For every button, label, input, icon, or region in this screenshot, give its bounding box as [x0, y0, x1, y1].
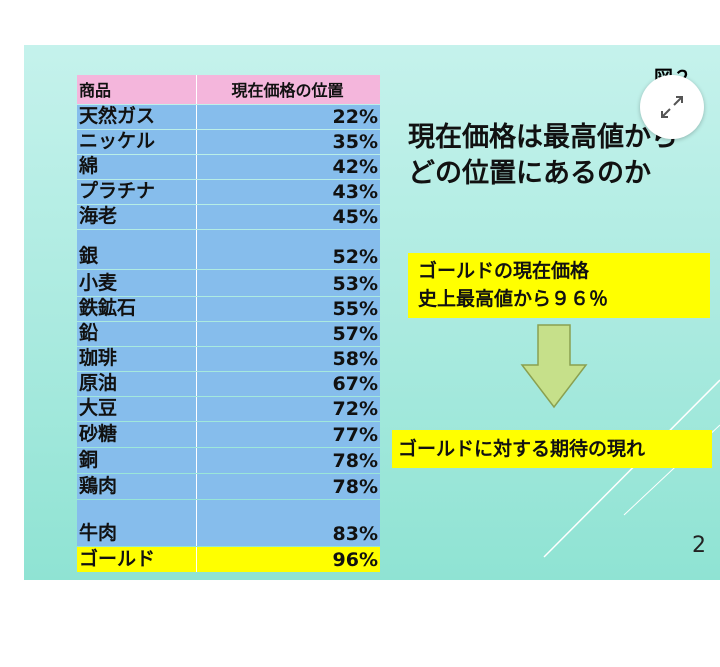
name-cell: 鉄鉱石 — [77, 297, 197, 321]
slide: 商品 現在価格の位置 天然ガス 22% ニッケル 35% 綿 42% プラチナ 43% 海老 45% 銀… — [24, 45, 720, 580]
value-cell: 42% — [197, 155, 380, 179]
value-cell: 35% — [197, 130, 380, 154]
table-row: プラチナ 43% — [77, 180, 380, 204]
table-row: 銅 78% — [77, 448, 380, 473]
callout: ゴールドの現在価格 史上最高値から９６％ — [408, 253, 710, 318]
name-cell: 砂糖 — [77, 422, 197, 447]
table-row: 砂糖 77% — [77, 422, 380, 447]
name-cell: プラチナ — [77, 180, 197, 204]
name-cell: 牛肉 — [77, 500, 197, 546]
name-cell: ニッケル — [77, 130, 197, 154]
name-cell: 商品 — [77, 75, 197, 104]
name-cell: 綿 — [77, 155, 197, 179]
value-cell: 22% — [197, 105, 380, 129]
value-cell: 45% — [197, 205, 380, 229]
value-cell: 55% — [197, 297, 380, 321]
value-cell: 53% — [197, 270, 380, 296]
table-row: 大豆 72% — [77, 397, 380, 421]
name-cell: ゴールド — [77, 547, 197, 572]
slide-title: どの位置にあるのか — [408, 158, 651, 189]
expand-icon — [661, 96, 683, 118]
name-cell: 銅 — [77, 448, 197, 473]
value-cell: 67% — [197, 372, 380, 396]
name-cell: 海老 — [77, 205, 197, 229]
table-row: 海老 45% — [77, 205, 380, 229]
value-cell: 96% — [197, 547, 380, 572]
name-cell: 天然ガス — [77, 105, 197, 129]
value-cell: 52% — [197, 230, 380, 269]
down-arrow — [520, 324, 588, 409]
value-cell: 77% — [197, 422, 380, 447]
name-cell: 鉛 — [77, 322, 197, 346]
table-row: 鉛 57% — [77, 322, 380, 346]
table-row: ニッケル 35% — [77, 130, 380, 154]
name-cell: 珈琲 — [77, 347, 197, 371]
decoration — [520, 324, 720, 558]
value-cell: 58% — [197, 347, 380, 371]
name-cell: 大豆 — [77, 397, 197, 421]
table-row: 銀 52% — [77, 230, 380, 269]
value-cell: 現在価格の位置 — [197, 75, 380, 104]
table-row: 綿 42% — [77, 155, 380, 179]
table-row: ゴールド 96% — [77, 547, 380, 572]
table-row: 珈琲 58% — [77, 347, 380, 371]
callout-line: ゴールドの現在価格 — [418, 260, 590, 282]
table-row: 天然ガス 22% — [77, 105, 380, 129]
table-row: 鶏肉 78% — [77, 474, 380, 499]
name-cell: 小麦 — [77, 270, 197, 296]
slide-title: 現在価格は最高値から — [408, 122, 678, 153]
table-row: 小麦 53% — [77, 270, 380, 296]
name-cell: 鶏肉 — [77, 474, 197, 499]
value-cell: 72% — [197, 397, 380, 421]
header-row: 商品 現在価格の位置 — [77, 75, 380, 104]
value-cell: 78% — [197, 474, 380, 499]
value-cell: 57% — [197, 322, 380, 346]
table-row: 牛肉 83% — [77, 500, 380, 546]
value-cell: 43% — [197, 180, 380, 204]
table-row: 原油 67% — [77, 372, 380, 396]
page-number: 2 — [692, 533, 706, 558]
value-cell: 83% — [197, 500, 380, 546]
value-cell: 78% — [197, 448, 380, 473]
deco-line — [543, 379, 720, 558]
expand-button[interactable] — [640, 75, 704, 139]
table-row: 鉄鉱石 55% — [77, 297, 380, 321]
name-cell: 原油 — [77, 372, 197, 396]
name-cell: 銀 — [77, 230, 197, 269]
callout-line: 史上最高値から９６％ — [418, 288, 609, 310]
conclusion: ゴールドに対する期待の現れ — [392, 430, 712, 468]
